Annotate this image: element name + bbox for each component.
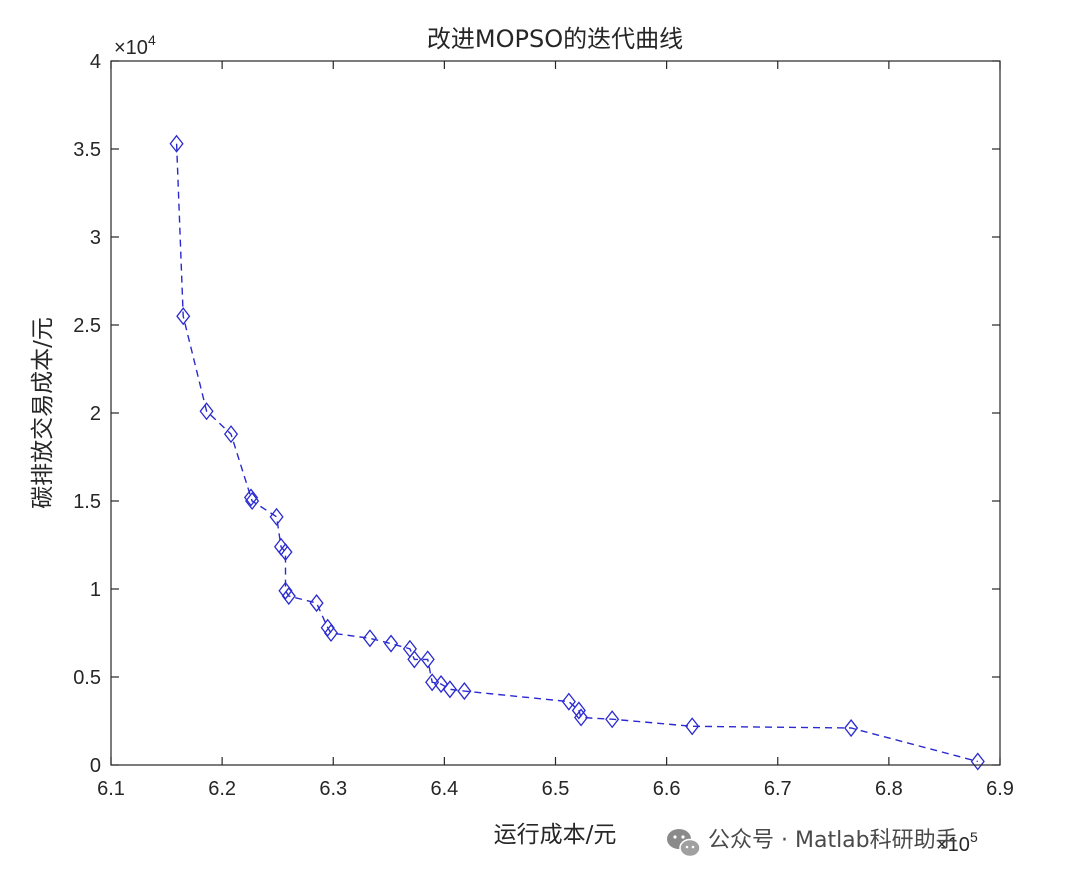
data-point bbox=[281, 586, 296, 606]
y-axis-exponent-power: 4 bbox=[148, 32, 156, 48]
y-tick-label: 4 bbox=[90, 51, 101, 73]
chart-title: 改进MOPSO的迭代曲线 bbox=[427, 25, 683, 53]
y-tick-label: 1.5 bbox=[73, 491, 101, 513]
plot-background bbox=[111, 61, 1000, 765]
data-point bbox=[245, 491, 260, 511]
x-axis-exponent: ×105 bbox=[936, 829, 978, 856]
x-tick-label: 6.6 bbox=[653, 778, 681, 800]
x-tick-label: 6.9 bbox=[986, 778, 1014, 800]
data-point bbox=[457, 682, 472, 701]
x-tick-label: 6.2 bbox=[208, 778, 236, 800]
ticks-layer: 6.1 6.2 6.3 6.4 6.5 6.6 6.7 6.8 6.9 0 0.5 1 1.5 2 2.5 3… bbox=[73, 51, 1014, 800]
y-tick-label: 2 bbox=[90, 403, 101, 425]
data-point bbox=[605, 710, 620, 729]
x-tick-label: 6.3 bbox=[319, 778, 347, 800]
x-axis-label: 运行成本/元 bbox=[494, 822, 617, 848]
data-point bbox=[573, 708, 589, 727]
x-tick-label: 6.5 bbox=[542, 778, 570, 800]
y-tick-label: 3.5 bbox=[73, 139, 101, 161]
y-tick-label: 0.5 bbox=[73, 667, 101, 689]
data-point bbox=[685, 717, 700, 736]
y-axis-exponent: ×104 bbox=[114, 32, 156, 59]
data-point bbox=[199, 402, 214, 421]
data-point bbox=[223, 425, 239, 444]
data-point bbox=[970, 752, 985, 771]
data-point bbox=[425, 673, 440, 692]
data-point bbox=[243, 488, 259, 507]
data-point bbox=[169, 134, 184, 153]
watermark: 公众号 · Matlab科研助手 bbox=[667, 828, 958, 858]
data-point bbox=[309, 594, 324, 613]
y-tick-label: 3 bbox=[90, 227, 101, 249]
data-point bbox=[176, 307, 191, 326]
y-tick-label: 1 bbox=[90, 579, 101, 601]
data-point bbox=[362, 629, 377, 648]
y-axis-label: 碳排放交易成本/元 bbox=[30, 317, 56, 509]
data-point bbox=[844, 718, 859, 738]
x-tick-label: 6.8 bbox=[875, 778, 903, 800]
data-point bbox=[442, 680, 457, 699]
x-tick-label: 6.4 bbox=[430, 778, 458, 800]
y-tick-label: 0 bbox=[90, 755, 101, 777]
x-tick-label: 6.1 bbox=[97, 778, 125, 800]
data-point bbox=[433, 674, 449, 694]
data-point bbox=[278, 542, 293, 562]
data-point bbox=[571, 701, 586, 720]
data-point bbox=[269, 507, 284, 526]
data-point bbox=[383, 634, 399, 653]
data-point bbox=[407, 650, 422, 669]
x-tick-label: 6.7 bbox=[764, 778, 792, 800]
x-axis-exponent-power: 5 bbox=[970, 829, 978, 845]
data-point bbox=[561, 692, 576, 711]
y-tick-label: 2.5 bbox=[73, 315, 101, 337]
data-point bbox=[420, 650, 435, 669]
data-point bbox=[323, 623, 339, 643]
watermark-text: 公众号 · Matlab科研助手 bbox=[708, 828, 958, 853]
series-layer bbox=[169, 134, 985, 771]
wechat-icon bbox=[667, 829, 701, 858]
